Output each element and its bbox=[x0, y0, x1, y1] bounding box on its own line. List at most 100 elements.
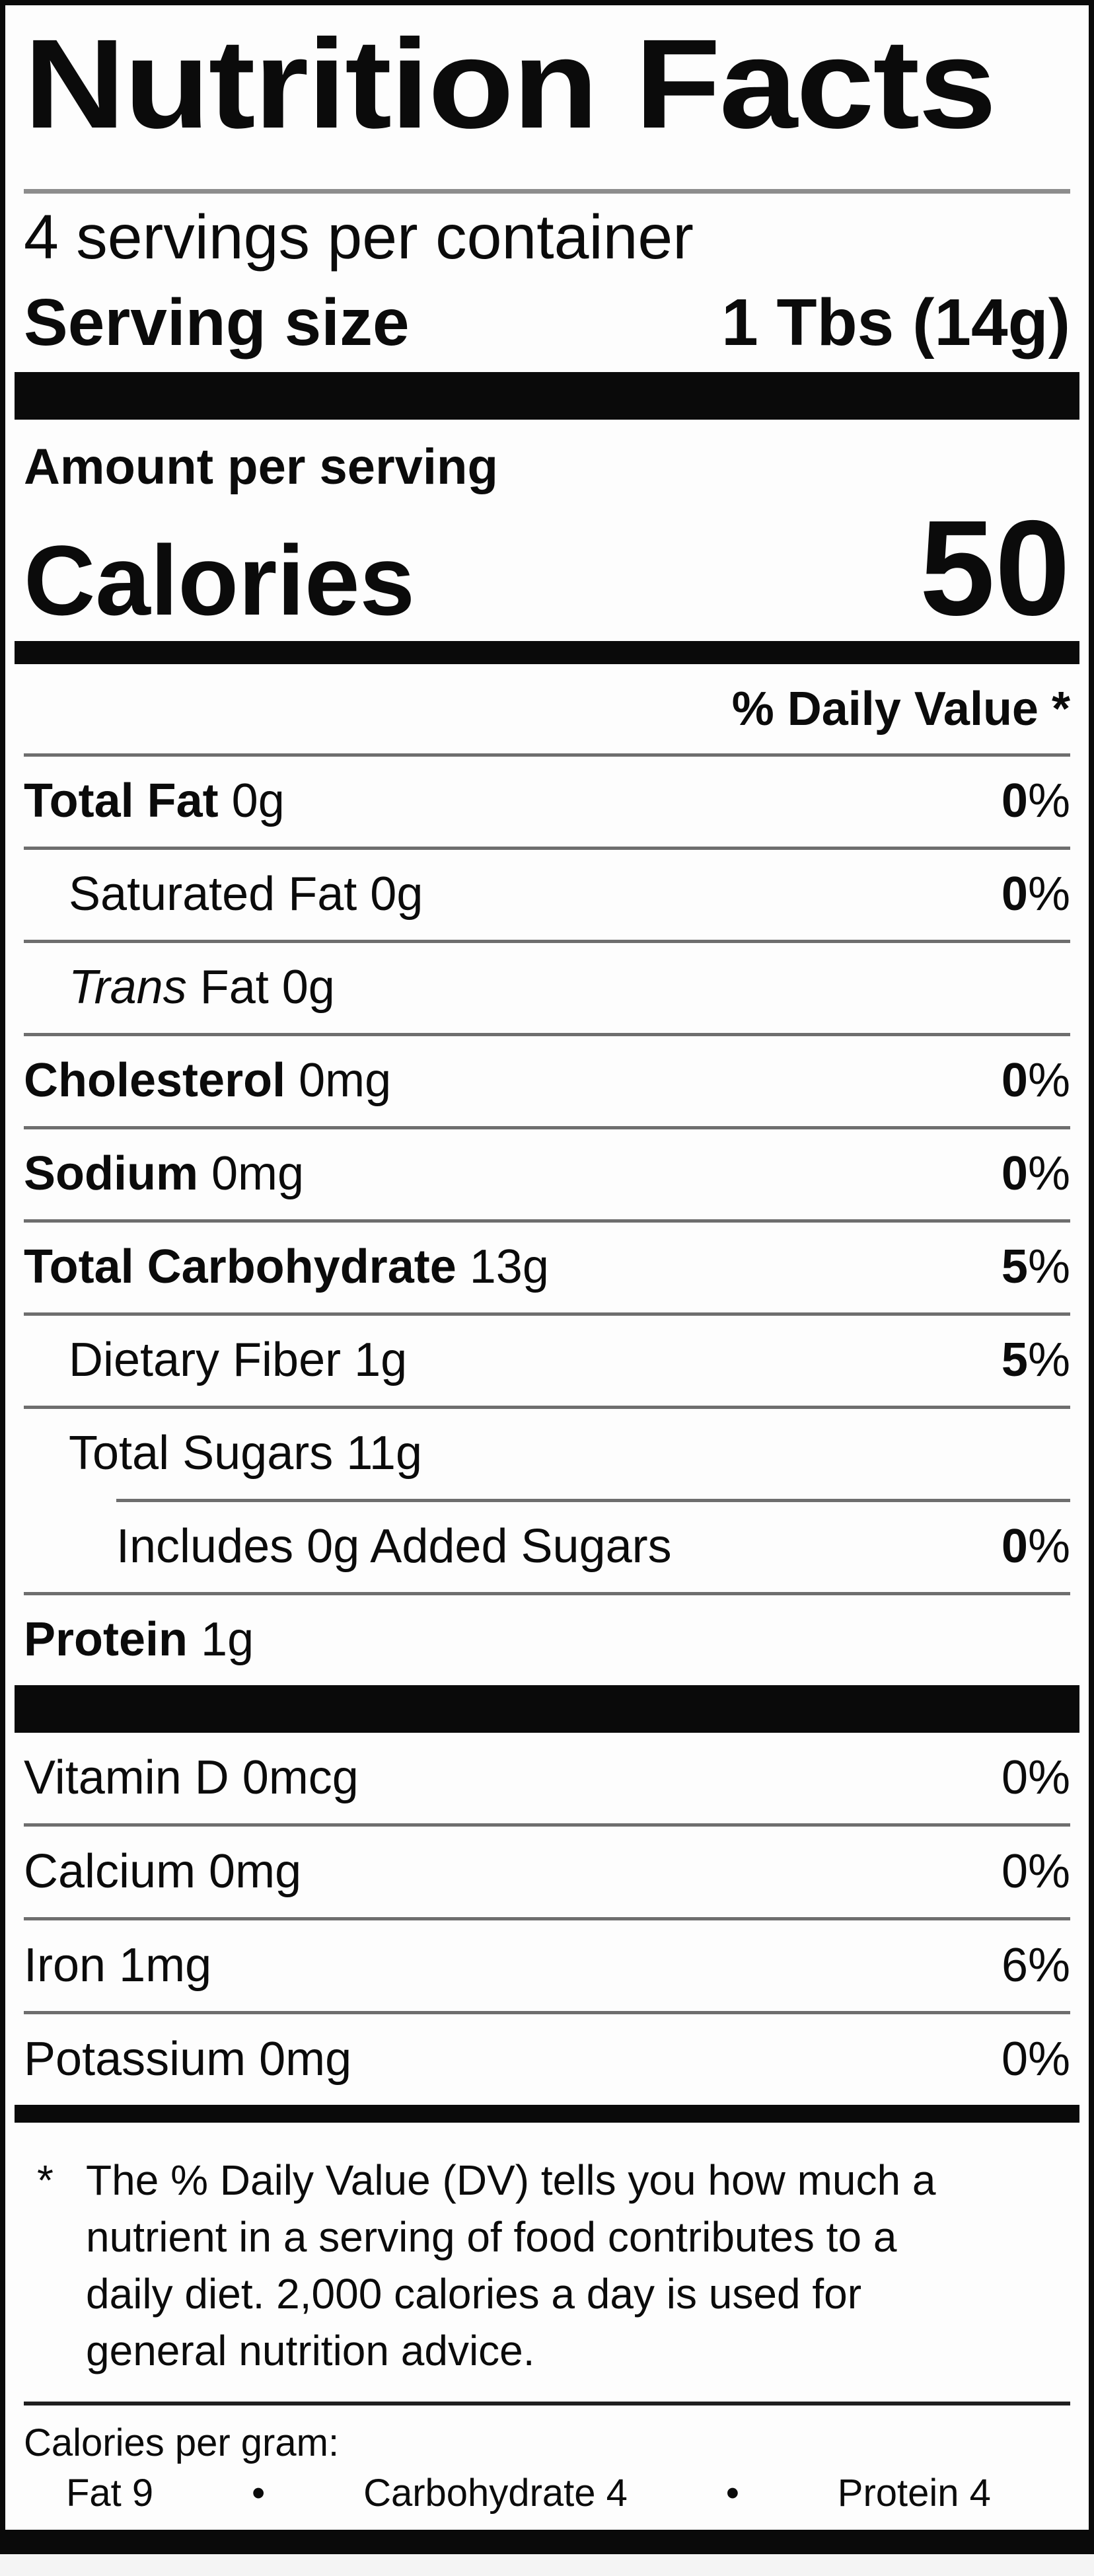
calories-per-gram-row: Fat 9 • Carbohydrate 4 • Protein 4 bbox=[24, 2473, 1070, 2514]
bullet-separator: • bbox=[725, 2472, 739, 2515]
nutrient-name: Total Fat 0g bbox=[24, 775, 285, 827]
bullet-separator: • bbox=[251, 2472, 266, 2515]
thick-divider-bar bbox=[15, 1685, 1079, 1733]
nutrient-row: Dietary Fiber 1g 5% bbox=[24, 1316, 1070, 1406]
servings-per-container: 4 servings per container bbox=[24, 202, 694, 272]
nutrient-row: Cholesterol 0mg 0% bbox=[24, 1036, 1070, 1126]
nutrient-amount: Fat 0g bbox=[186, 961, 335, 1014]
nutrient-percent-number: 0 bbox=[1001, 1520, 1028, 1573]
hairline-divider bbox=[24, 1312, 1070, 1316]
nutrient-row: Protein 1g bbox=[24, 1595, 1070, 1685]
title-divider bbox=[24, 189, 1070, 194]
hairline-divider bbox=[116, 1499, 1070, 1502]
nutrient-name-text: Total Fat bbox=[24, 775, 219, 828]
percent-sign: % bbox=[1027, 1334, 1070, 1387]
micronutrient-row: Calcium 0mg 0% bbox=[24, 1827, 1070, 1917]
nutrient-name-text: Cholesterol bbox=[24, 1054, 286, 1108]
micronutrient-name: Calcium 0mg bbox=[24, 1844, 302, 1898]
nutrient-percent: 6% bbox=[1001, 1938, 1070, 1992]
serving-size-label: Serving size bbox=[24, 285, 410, 360]
nutrient-percent: 0% bbox=[1002, 775, 1070, 827]
nutrient-name-text: Saturated Fat bbox=[69, 868, 357, 921]
nutrient-row: Trans Fat 0g bbox=[24, 943, 1070, 1033]
footnote-text: The % Daily Value (DV) tells you how muc… bbox=[86, 2152, 935, 2379]
calories-per-gram-item: Fat 9 bbox=[66, 2472, 154, 2515]
micronutrient-name: Iron 1mg bbox=[24, 1938, 212, 1992]
nutrient-percent-number: 5 bbox=[1001, 1334, 1028, 1387]
nutrient-name: Protein 1g bbox=[24, 1614, 254, 1666]
hairline-divider bbox=[24, 1219, 1070, 1223]
percent-sign: % bbox=[1027, 1147, 1070, 1201]
nutrient-row: Total Fat 0g 0% bbox=[24, 757, 1070, 847]
nutrient-amount: 11g bbox=[333, 1427, 423, 1480]
nutrient-name: Sodium 0mg bbox=[24, 1148, 304, 1200]
micronutrient-list: Vitamin D 0mcg 0% Calcium 0mg 0% Iron 1mg 6% P… bbox=[24, 1733, 1070, 2105]
medium-divider-bar bbox=[15, 2105, 1079, 2123]
nutrient-amount: 1g bbox=[188, 1613, 254, 1667]
serving-size-row: Serving size 1 Tbs (14g) bbox=[24, 273, 1070, 372]
nutrient-percent: 0% bbox=[1001, 1844, 1070, 1898]
nutrient-percent: 5% bbox=[1002, 1241, 1070, 1293]
nutrient-row: Total Sugars 11g bbox=[24, 1409, 1070, 1499]
nutrient-row: Saturated Fat 0g 0% bbox=[24, 850, 1070, 940]
serving-size-value: 1 Tbs (14g) bbox=[721, 285, 1070, 360]
nutrient-list: Total Fat 0g 0% Saturated Fat 0g 0% Trans Fa… bbox=[24, 757, 1070, 1685]
medium-divider-bar bbox=[15, 641, 1079, 664]
nutrient-name-text: Trans bbox=[69, 961, 187, 1014]
nutrient-name: Trans Fat 0g bbox=[69, 962, 335, 1014]
nutrient-amount: 13g bbox=[456, 1240, 549, 1294]
footnote-line: general nutrition advice. bbox=[86, 2327, 535, 2374]
percent-sign: % bbox=[1027, 1240, 1070, 1294]
nutrient-amount: 0g bbox=[218, 775, 285, 828]
hairline-divider bbox=[24, 2011, 1070, 2014]
footnote: * The % Daily Value (DV) tells you how m… bbox=[24, 2123, 1070, 2379]
daily-value-header: % Daily Value * bbox=[731, 682, 1070, 736]
nutrient-row: Total Carbohydrate 13g 5% bbox=[24, 1223, 1070, 1312]
nutrient-amount: 0mg bbox=[198, 1147, 305, 1201]
hairline-divider bbox=[24, 1917, 1070, 1920]
nutrient-name-text: Sodium bbox=[24, 1147, 198, 1201]
amount-per-serving-label: Amount per serving bbox=[24, 439, 498, 495]
calories-label: Calories bbox=[24, 525, 415, 636]
nutrient-percent-number: 0 bbox=[1001, 1054, 1028, 1108]
micronutrient-row: Potassium 0mg 0% bbox=[24, 2014, 1070, 2105]
nutrient-percent-number: 5 bbox=[1001, 1240, 1028, 1294]
nutrient-name-text: Includes 0g Added Sugars bbox=[116, 1520, 672, 1573]
nutrient-percent: 0% bbox=[1002, 868, 1070, 921]
nutrient-name-text: Dietary Fiber bbox=[69, 1334, 342, 1387]
nutrient-percent: 0% bbox=[1001, 2032, 1070, 2086]
hairline-divider bbox=[24, 1033, 1070, 1036]
nutrient-name: Total Carbohydrate 13g bbox=[24, 1241, 549, 1293]
nutrient-percent-number: 0 bbox=[1001, 868, 1028, 921]
percent-sign: % bbox=[1027, 775, 1070, 828]
footnote-line: The % Daily Value (DV) tells you how muc… bbox=[86, 2156, 936, 2204]
footnote-line: daily diet. 2,000 calories a day is used… bbox=[86, 2270, 861, 2318]
nutrient-row: Sodium 0mg 0% bbox=[24, 1129, 1070, 1219]
nutrient-percent: 5% bbox=[1002, 1334, 1070, 1386]
nutrient-name: Cholesterol 0mg bbox=[24, 1055, 391, 1107]
nutrient-name-text: Protein bbox=[24, 1613, 188, 1667]
calories-per-gram-item: Carbohydrate 4 bbox=[363, 2472, 628, 2515]
calories-per-gram-item: Protein 4 bbox=[837, 2472, 991, 2515]
calories-value: 50 bbox=[919, 492, 1070, 644]
micronutrient-name: Potassium 0mg bbox=[24, 2032, 352, 2086]
nutrient-percent: 0% bbox=[1002, 1521, 1070, 1573]
hairline-divider bbox=[24, 1823, 1070, 1827]
calories-row: Calories 50 bbox=[24, 500, 1070, 636]
percent-sign: % bbox=[1027, 868, 1070, 921]
micronutrient-name: Vitamin D 0mcg bbox=[24, 1751, 359, 1804]
percent-sign: % bbox=[1027, 1054, 1070, 1108]
nutrient-percent: 0% bbox=[1002, 1055, 1070, 1107]
hairline-divider bbox=[24, 847, 1070, 850]
percent-sign: % bbox=[1027, 1520, 1070, 1573]
calories-per-gram-label: Calories per gram: bbox=[24, 2421, 340, 2464]
nutrient-name-text: Total Sugars bbox=[69, 1427, 334, 1480]
hairline-divider bbox=[24, 1406, 1070, 1409]
nutrient-name: Dietary Fiber 1g bbox=[69, 1334, 407, 1386]
nutrient-amount: 1g bbox=[341, 1334, 408, 1387]
micronutrient-row: Iron 1mg 6% bbox=[24, 1920, 1070, 2011]
nutrient-name-text: Total Carbohydrate bbox=[24, 1240, 456, 1294]
label-title: Nutrition Facts bbox=[24, 13, 997, 155]
nutrient-percent: 0% bbox=[1002, 1148, 1070, 1200]
